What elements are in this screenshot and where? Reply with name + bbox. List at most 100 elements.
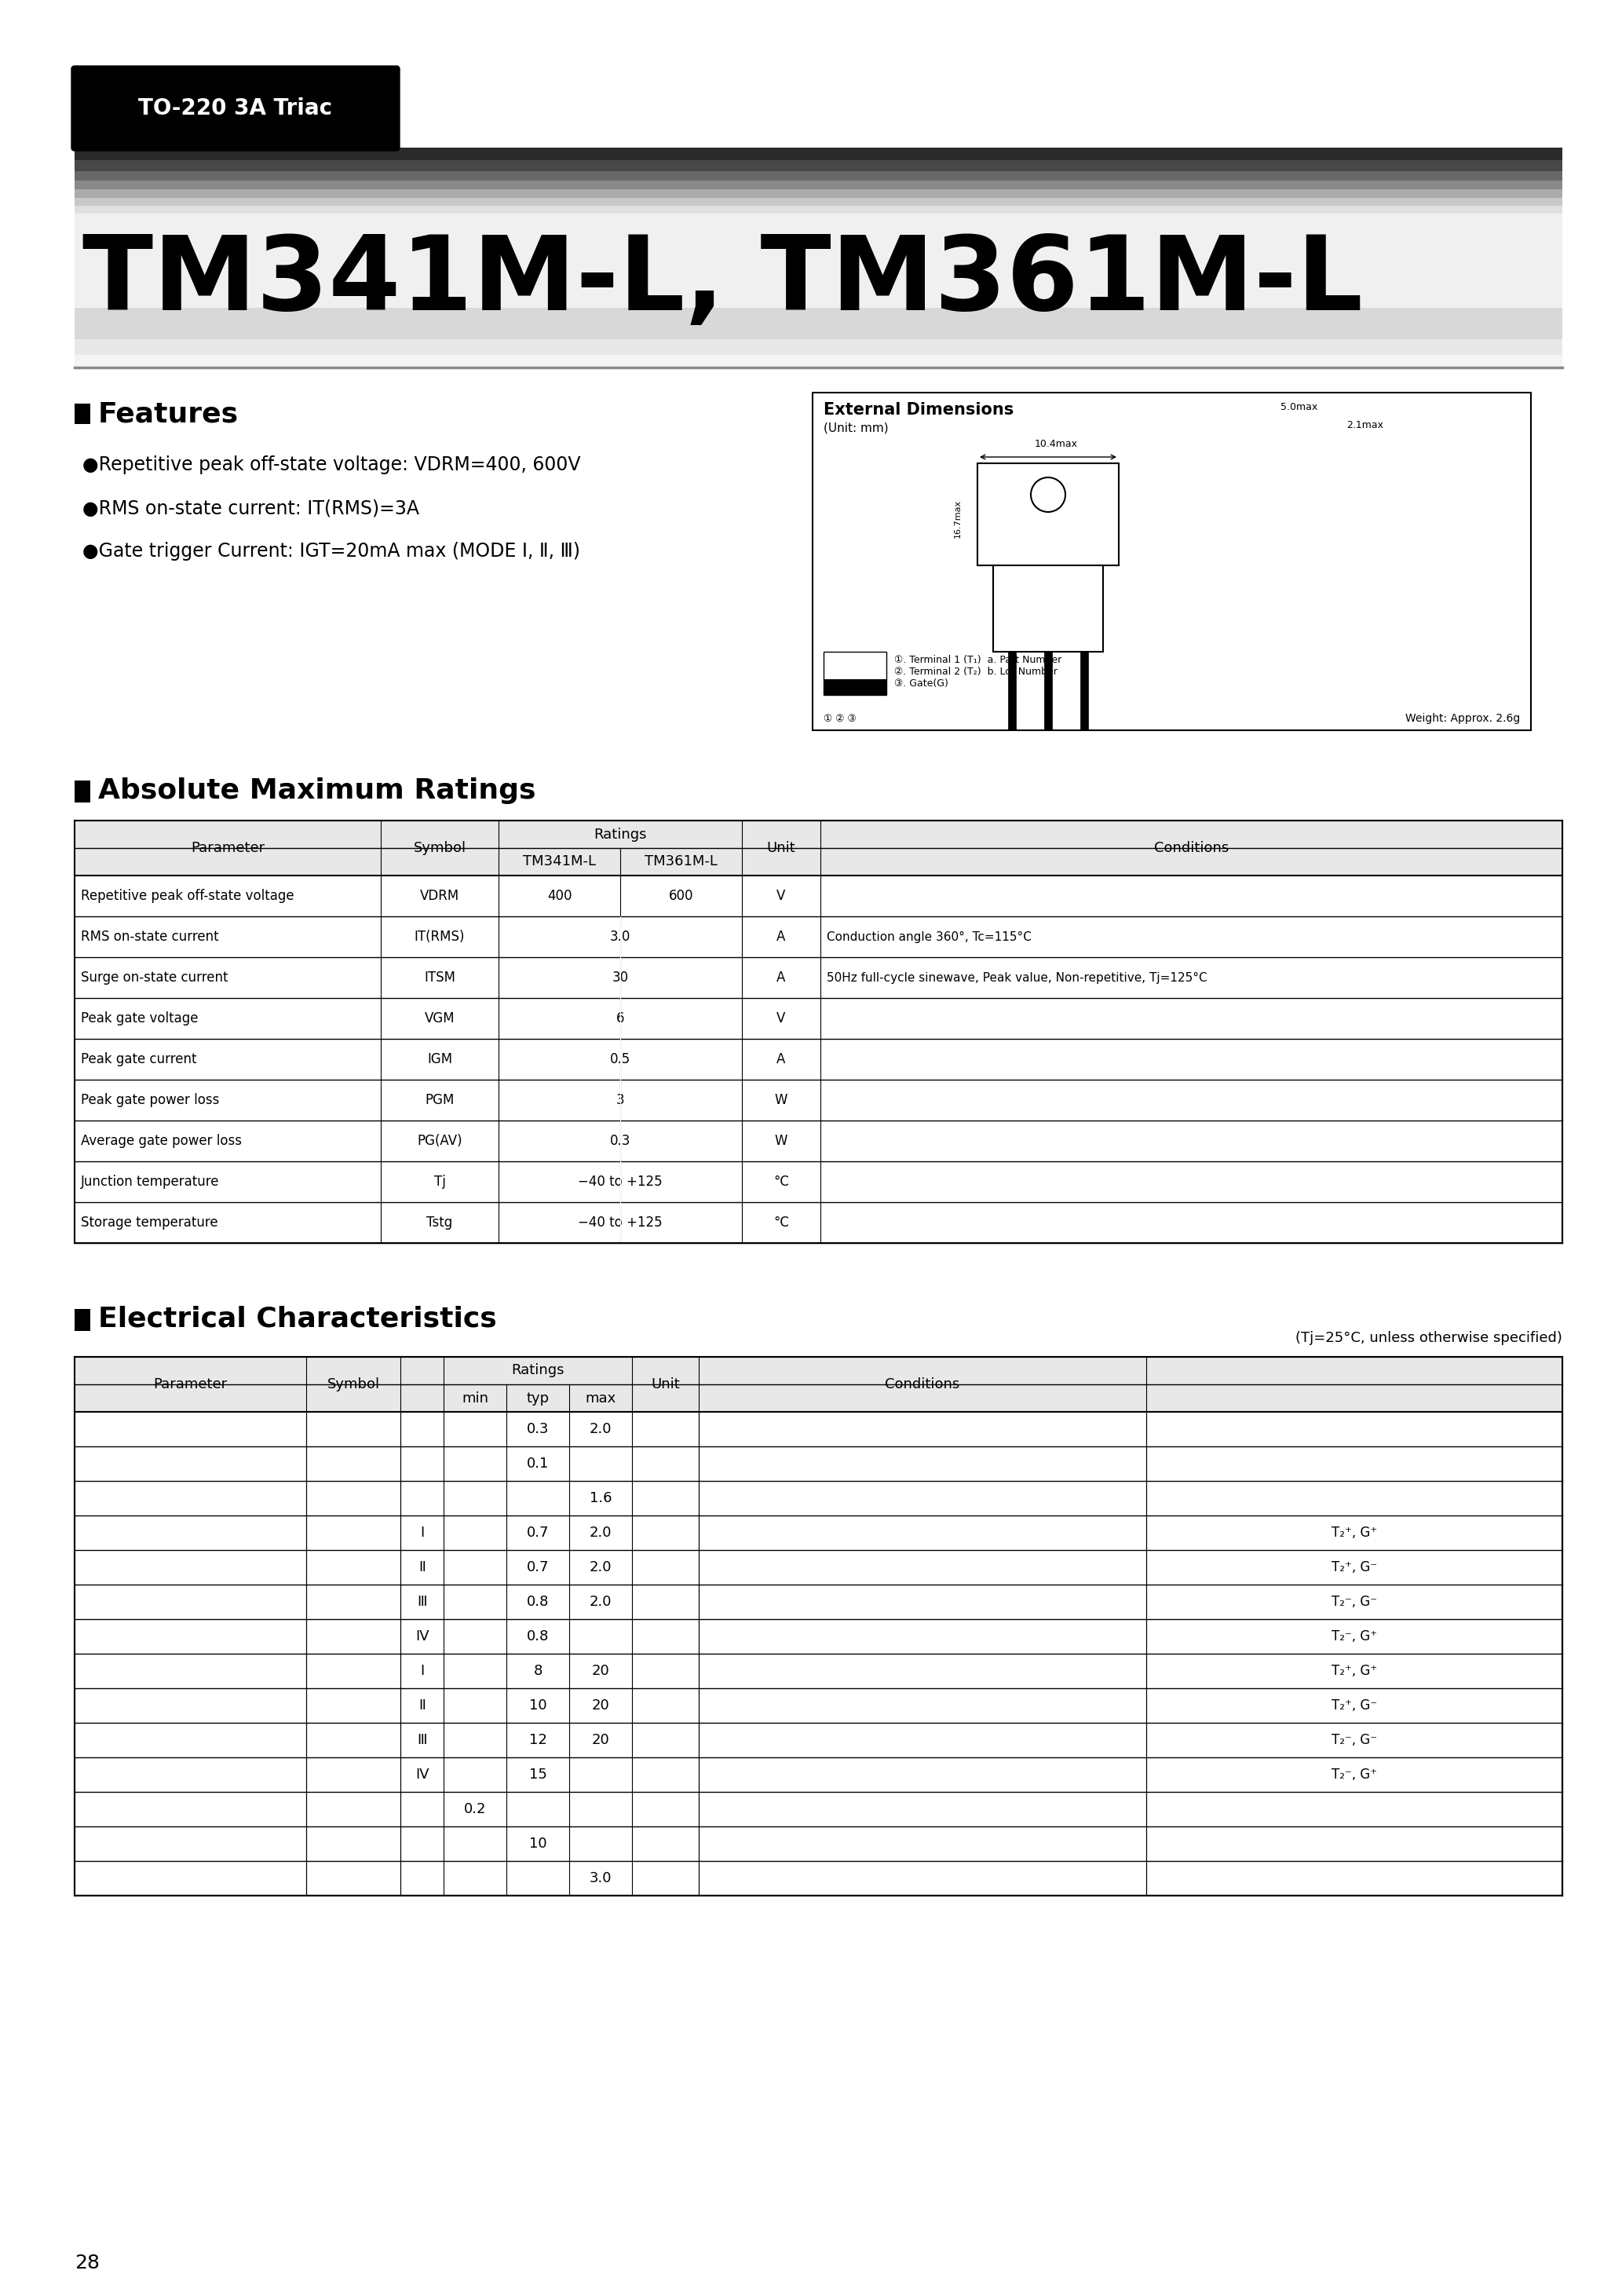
Text: VDRM: VDRM [420, 889, 459, 902]
Text: ●Gate trigger Current: IGT=20mA max (MODE Ⅰ, Ⅱ, Ⅲ): ●Gate trigger Current: IGT=20mA max (MOD… [83, 542, 581, 560]
Text: Peak gate voltage: Peak gate voltage [81, 1010, 198, 1026]
Text: W: W [775, 1134, 788, 1148]
Text: Ⅰ: Ⅰ [420, 1665, 423, 1678]
Text: V: V [660, 1490, 670, 1506]
Bar [75, 1862, 307, 1896]
Text: IH: IH [347, 1837, 360, 1851]
Bar [75, 1825, 307, 1862]
Text: Weight: Approx. 2.6g: Weight: Approx. 2.6g [1405, 714, 1520, 723]
Text: Pulse test, ITM=5A: Pulse test, ITM=5A [706, 1490, 829, 1506]
Text: VD=6V: VD=6V [706, 1837, 753, 1851]
Text: 0.3: 0.3 [610, 1134, 631, 1148]
Text: 3.0: 3.0 [589, 1871, 611, 1885]
Text: 6: 6 [616, 1010, 624, 1026]
Text: PGM: PGM [425, 1093, 454, 1107]
Text: °C: °C [774, 1215, 788, 1231]
Bar [307, 1412, 401, 1481]
Bar [75, 207, 1562, 214]
Text: mA: mA [655, 1715, 676, 1729]
Text: max: max [586, 1391, 616, 1405]
Bar [824, 652, 886, 696]
Text: mA: mA [655, 1440, 676, 1453]
Text: 0.2: 0.2 [464, 1802, 487, 1816]
Text: A: A [777, 1052, 785, 1065]
FancyBboxPatch shape [71, 67, 399, 152]
Text: Average gate power loss: Average gate power loss [81, 1134, 242, 1148]
Bar [699, 1653, 1147, 1791]
Text: (Unit: mm): (Unit: mm) [824, 422, 889, 434]
Bar [978, 464, 1119, 565]
Text: TM341M-L: TM341M-L [522, 854, 595, 868]
Text: Peak gate current: Peak gate current [81, 1052, 196, 1065]
Text: Ⅱ: Ⅱ [418, 1561, 425, 1575]
Text: VGT: VGT [341, 1577, 367, 1591]
Text: Ⅳ: Ⅳ [415, 1630, 428, 1644]
Text: ① ② ③: ① ② ③ [824, 714, 856, 723]
Bar [307, 1791, 401, 1825]
Bar [307, 1481, 401, 1515]
Text: RMS on-state current: RMS on-state current [81, 930, 219, 944]
Text: −40 to +125: −40 to +125 [577, 1215, 662, 1231]
Text: VGD: VGD [339, 1802, 368, 1816]
Bar [1080, 652, 1088, 730]
Text: 2.0: 2.0 [589, 1561, 611, 1575]
Text: ●RMS on-state current: IT(RMS)=3A: ●RMS on-state current: IT(RMS)=3A [83, 498, 418, 517]
Text: Repetitive peak off-state voltage: Repetitive peak off-state voltage [81, 889, 294, 902]
Text: 10.4max: 10.4max [1035, 439, 1077, 450]
Text: T₂⁺, G⁺: T₂⁺, G⁺ [1332, 1665, 1377, 1678]
Text: Ⅲ: Ⅲ [417, 1733, 427, 1747]
Text: 20: 20 [592, 1733, 610, 1747]
Text: 0.1: 0.1 [527, 1456, 548, 1472]
Text: 0.8: 0.8 [527, 1596, 548, 1609]
Text: Ratings: Ratings [511, 1364, 564, 1378]
Text: Conduction angle 360°, Tc=115°C: Conduction angle 360°, Tc=115°C [827, 930, 1032, 944]
Bar [633, 1653, 699, 1791]
Text: 2.0: 2.0 [589, 1596, 611, 1609]
Bar [75, 147, 1562, 161]
Text: Electrical Characteristics: Electrical Characteristics [99, 1306, 496, 1332]
Text: 400: 400 [547, 889, 571, 902]
Text: Symbol: Symbol [414, 840, 466, 854]
Text: Ratings: Ratings [594, 827, 647, 840]
Bar [1045, 652, 1053, 730]
Text: Storage temperature: Storage temperature [81, 1215, 217, 1231]
Bar [699, 1515, 1147, 1653]
Text: T₂⁺, G⁺: T₂⁺, G⁺ [1332, 1527, 1377, 1541]
Text: 3.0: 3.0 [610, 930, 631, 944]
Text: 0.5: 0.5 [610, 1052, 631, 1065]
Text: Junction to case: Junction to case [706, 1871, 809, 1885]
Bar [75, 1412, 307, 1481]
Bar [75, 404, 91, 425]
Text: Thermal resistance: Thermal resistance [81, 1871, 206, 1885]
Bar [75, 161, 1562, 172]
Text: VGM: VGM [425, 1010, 454, 1026]
Text: 1.6: 1.6 [589, 1490, 611, 1506]
Bar [75, 1653, 307, 1791]
Text: 0.7: 0.7 [527, 1527, 548, 1541]
Text: 16.7max: 16.7max [954, 498, 962, 537]
Text: 28: 28 [75, 2255, 99, 2273]
Text: T₂⁻, G⁻: T₂⁻, G⁻ [1332, 1733, 1377, 1747]
Text: 2.0: 2.0 [589, 1527, 611, 1541]
Bar [75, 1791, 307, 1825]
Text: 0.3: 0.3 [527, 1421, 548, 1437]
Text: 20: 20 [592, 1665, 610, 1678]
Text: Holding current: Holding current [81, 1837, 182, 1851]
Text: 2.1max: 2.1max [1346, 420, 1384, 429]
Bar [633, 1825, 699, 1862]
Text: Absolute Maximum Ratings: Absolute Maximum Ratings [99, 778, 535, 804]
Bar [75, 1309, 91, 1332]
Text: Junction temperature: Junction temperature [81, 1176, 219, 1189]
Text: Rth: Rth [342, 1871, 365, 1885]
Text: VTM: VTM [339, 1490, 368, 1506]
Text: TM361M-L: TM361M-L [644, 854, 717, 868]
Bar [75, 181, 1562, 188]
Text: 8: 8 [534, 1665, 542, 1678]
Text: IGT: IGT [342, 1715, 363, 1729]
Text: Conditions: Conditions [886, 1378, 960, 1391]
Bar [633, 1481, 699, 1515]
Text: A: A [777, 930, 785, 944]
Bar [633, 1862, 699, 1896]
Text: Off-state current: Off-state current [81, 1440, 188, 1453]
Bar [699, 1791, 1147, 1825]
